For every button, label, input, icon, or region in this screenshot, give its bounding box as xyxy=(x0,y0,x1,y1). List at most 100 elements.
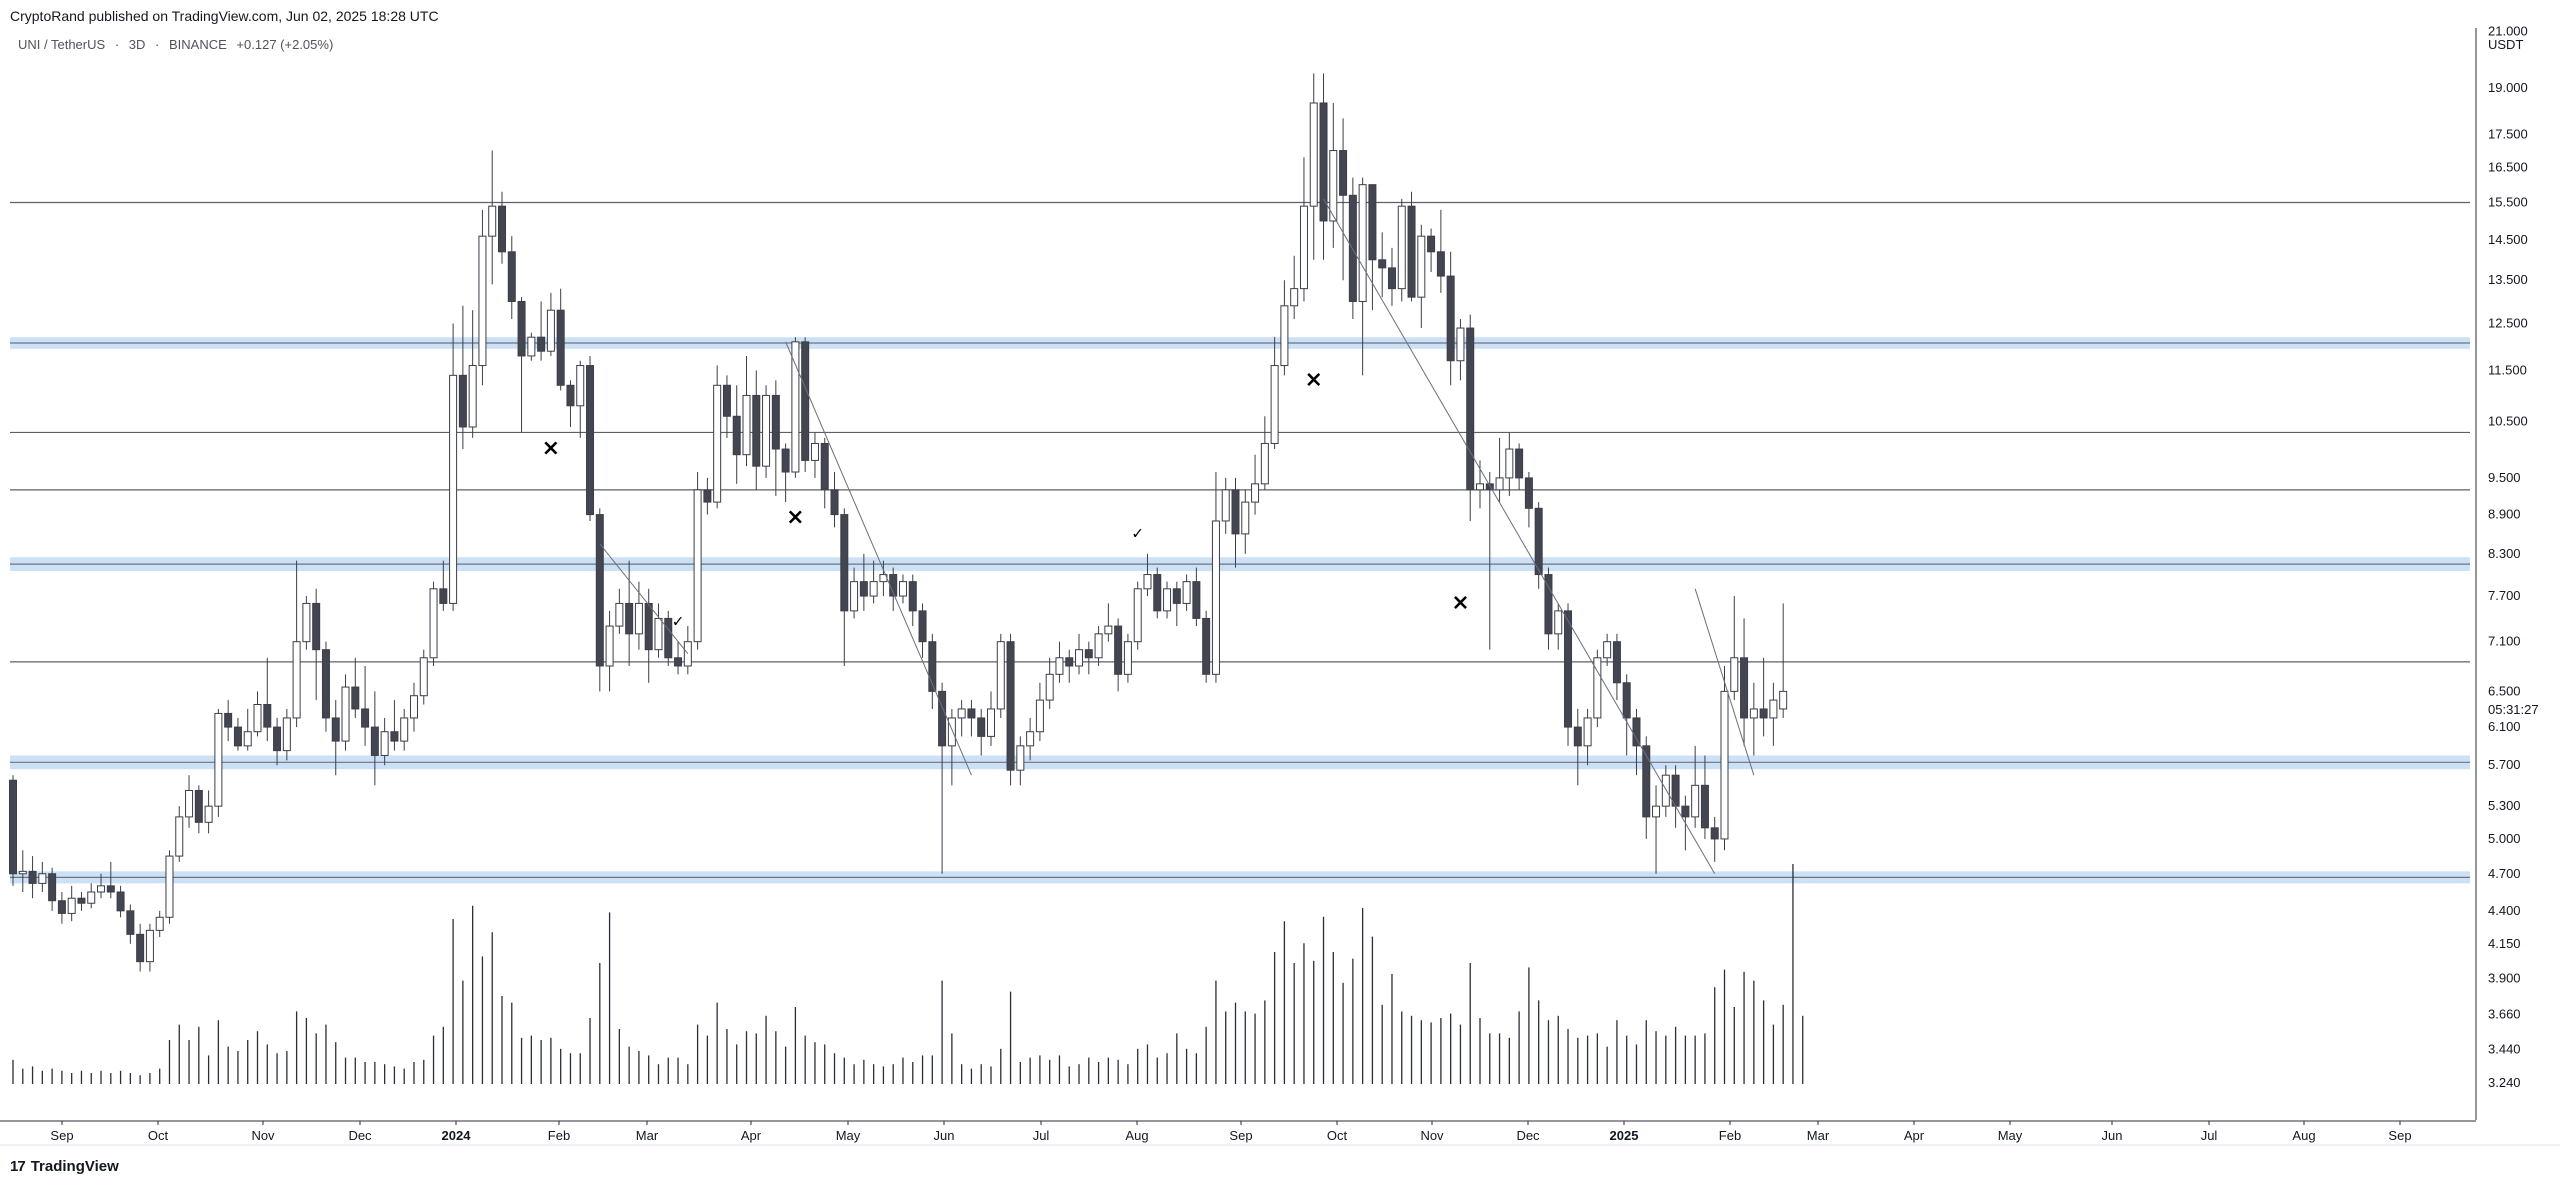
candle-down xyxy=(390,731,399,742)
symbol-interval[interactable]: 3D xyxy=(128,37,146,52)
price-tick-label: 6.100 xyxy=(2488,719,2521,734)
candle-down xyxy=(1622,682,1631,719)
candle-up xyxy=(1730,657,1739,692)
price-tick-label: 19.000 xyxy=(2488,80,2528,95)
price-tick-label: 4.150 xyxy=(2488,936,2521,951)
candle-up xyxy=(1241,501,1250,535)
candle-down xyxy=(1759,708,1768,719)
candle-up xyxy=(380,731,389,756)
trendline xyxy=(599,543,689,655)
candle-down xyxy=(830,489,839,516)
candle-down xyxy=(771,394,780,450)
candle-down xyxy=(1153,574,1162,612)
candle-up xyxy=(243,731,252,747)
time-tick-label: May xyxy=(836,1128,861,1143)
candle-up xyxy=(1691,784,1700,818)
candle-up xyxy=(419,657,428,697)
candle-up xyxy=(292,641,301,719)
candle-up xyxy=(1749,708,1758,719)
candle-down xyxy=(28,870,37,884)
candle-down xyxy=(263,703,272,728)
price-tick-label: 5.300 xyxy=(2488,798,2521,813)
price-tick-label: 12.500 xyxy=(2488,316,2528,331)
candle-down xyxy=(351,686,360,710)
candle-down xyxy=(77,897,86,904)
time-tick-label: 2025 xyxy=(1610,1128,1639,1143)
candle-down xyxy=(439,588,448,604)
candle-down xyxy=(1564,610,1573,728)
candle-down xyxy=(9,779,17,875)
candle-down xyxy=(908,581,917,612)
candle-down xyxy=(1427,235,1436,253)
candle-up xyxy=(253,703,262,733)
candle-up xyxy=(429,588,438,659)
candle-up xyxy=(341,686,350,742)
time-tick-label: Nov xyxy=(251,1128,275,1143)
candle-down xyxy=(1436,251,1445,277)
candle-up xyxy=(302,602,311,643)
candle-up xyxy=(527,336,536,357)
candle-down xyxy=(273,726,282,752)
candle-up xyxy=(1075,649,1084,667)
cross-mark-annotation: × xyxy=(1451,590,1469,615)
tradingview-logo[interactable]: 17 TradingView xyxy=(10,1158,119,1175)
candle-up xyxy=(282,717,291,752)
candle-up xyxy=(1133,588,1142,643)
trendline xyxy=(785,341,972,776)
candle-down xyxy=(801,341,810,461)
candle-up xyxy=(742,394,751,456)
trendline xyxy=(1694,588,1755,776)
tradingview-logo-icon: 17 xyxy=(10,1158,26,1175)
candle-down xyxy=(722,384,731,417)
symbol-pair[interactable]: UNI / TetherUS xyxy=(18,37,106,52)
price-tick-label: 8.300 xyxy=(2488,546,2521,561)
time-tick-label: Aug xyxy=(2292,1128,2315,1143)
check-mark-annotation: ✓ xyxy=(1131,524,1144,542)
candle-up xyxy=(987,708,995,737)
candle-up xyxy=(898,581,907,597)
candle-up xyxy=(1769,699,1778,719)
candle-up xyxy=(468,365,477,428)
candle-up xyxy=(449,374,458,604)
candle-up xyxy=(1583,717,1592,747)
candle-down xyxy=(106,885,115,893)
countdown-label: 05:31:27 xyxy=(2488,702,2539,717)
support-resistance-zones xyxy=(10,337,2470,884)
candle-up xyxy=(1652,805,1661,818)
price-tick-label: 10.500 xyxy=(2488,414,2528,429)
candle-down xyxy=(1740,657,1749,719)
candle-down xyxy=(938,690,947,747)
candle-up xyxy=(1358,184,1367,302)
candle-down xyxy=(136,933,145,963)
candle-down xyxy=(1485,483,1494,491)
time-axis[interactable]: Sep Oct Nov Dec 2024 Feb Mar Apr May Jun Jul Aug Sep… xyxy=(50,1121,2412,1143)
candle-down xyxy=(1515,448,1524,479)
candle-down xyxy=(321,649,330,719)
candle-down xyxy=(1114,625,1123,675)
candle-up xyxy=(67,897,76,914)
candle-up xyxy=(1505,448,1514,479)
separator: · xyxy=(155,37,160,52)
candle-down xyxy=(224,712,233,728)
candle-down xyxy=(1368,184,1377,261)
candle-up xyxy=(1251,483,1260,503)
candle-down xyxy=(977,717,986,737)
price-tick-label: 5.700 xyxy=(2488,757,2521,772)
trendlines xyxy=(599,198,1755,875)
candle-down xyxy=(116,891,125,912)
candle-up xyxy=(850,581,859,612)
price-tick-label: 21.000 xyxy=(2488,24,2528,39)
time-tick-label: Aug xyxy=(1125,1128,1148,1143)
time-tick-label: Dec xyxy=(348,1128,372,1143)
price-tick-label: 13.500 xyxy=(2488,272,2528,287)
price-tick-label: 3.660 xyxy=(2488,1006,2521,1021)
price-tick-label: 9.500 xyxy=(2488,470,2521,485)
candle-up xyxy=(1123,641,1132,675)
candle-down xyxy=(57,900,66,914)
candle-down xyxy=(1642,745,1651,818)
candle-up xyxy=(615,602,624,627)
candle-down xyxy=(820,442,829,491)
price-tick-label: 3.440 xyxy=(2488,1041,2521,1056)
